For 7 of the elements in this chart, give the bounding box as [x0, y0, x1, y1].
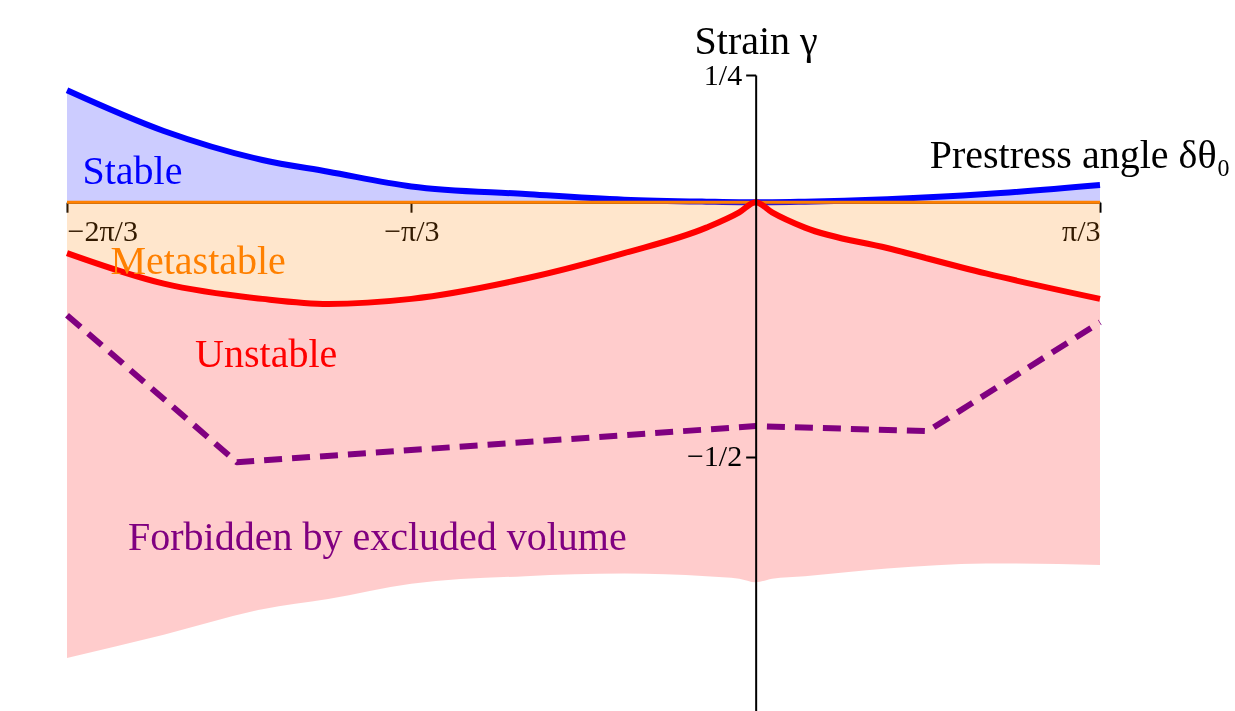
annotation: Forbidden by excluded volume	[127, 514, 627, 560]
y-tick-label: −1/2	[686, 439, 743, 473]
annotation: Unstable	[195, 330, 338, 376]
x-axis-title: Prestress angle δθ₀	[929, 131, 1231, 177]
x-tick-label: π/3	[1062, 213, 1101, 247]
annotation: Stable	[82, 148, 183, 194]
x-tick-label: −π/3	[384, 213, 440, 247]
